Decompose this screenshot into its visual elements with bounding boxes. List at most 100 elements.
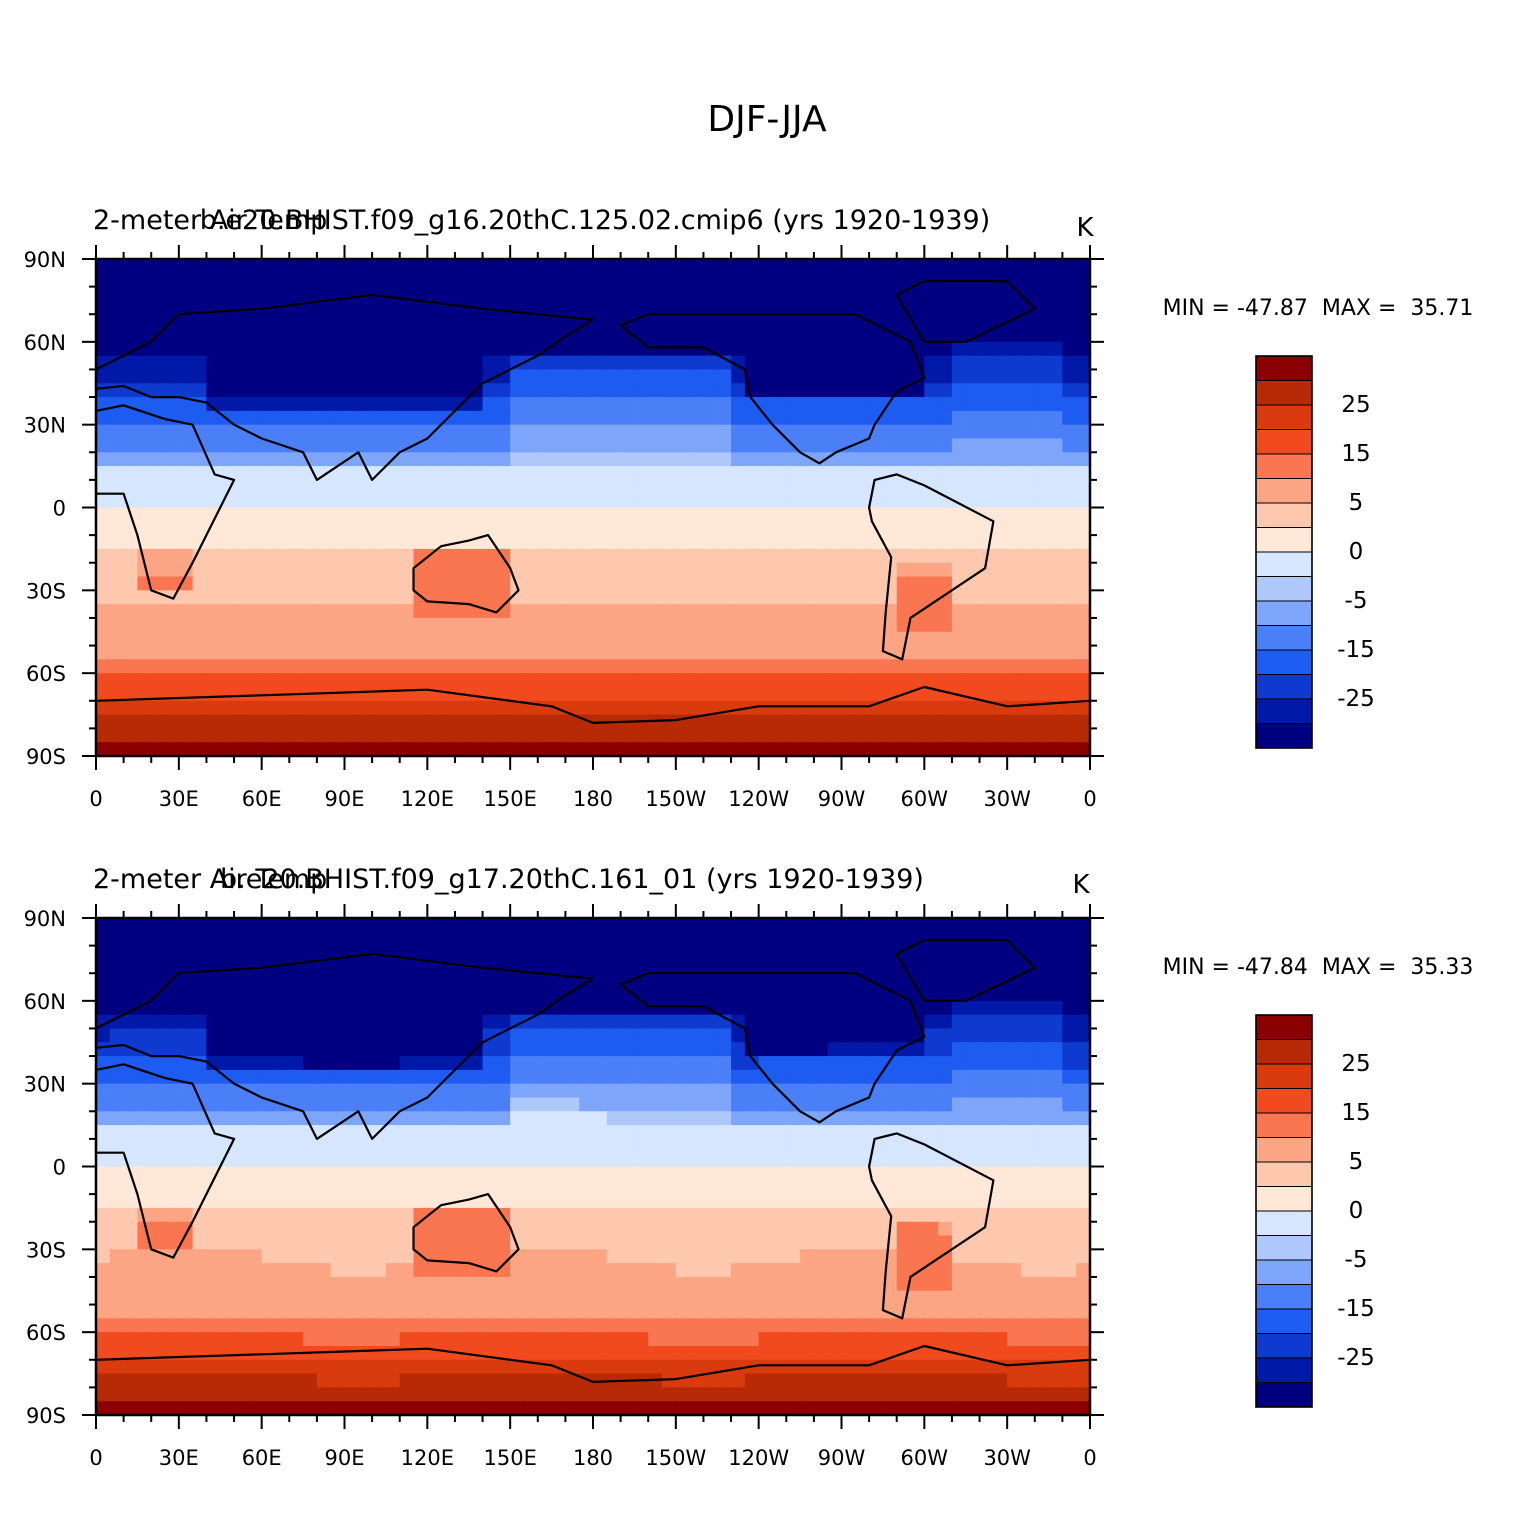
contour-cell — [344, 973, 359, 988]
contour-cell — [786, 369, 801, 384]
contour-cell — [427, 1332, 442, 1347]
contour-cell — [482, 1276, 497, 1292]
contour-cell — [786, 973, 801, 988]
contour-cell — [413, 493, 428, 509]
contour-cell — [96, 1194, 111, 1209]
contour-cell — [1007, 1028, 1022, 1043]
contour-cell — [482, 507, 497, 522]
contour-cell — [330, 562, 346, 578]
contour-cell — [896, 355, 912, 371]
lon-tick-label: 90E — [325, 787, 365, 811]
contour-cell — [813, 1042, 829, 1057]
contour-cell — [427, 1152, 442, 1168]
contour-cell — [800, 1152, 815, 1168]
contour-cell — [372, 1304, 387, 1319]
contour-cell — [427, 438, 442, 453]
contour-cell — [551, 548, 566, 564]
contour-cell — [372, 1028, 387, 1043]
contour-cell — [938, 1083, 953, 1099]
contour-cell — [289, 1290, 304, 1306]
contour-cell — [648, 1180, 663, 1195]
contour-cell — [882, 507, 898, 522]
contour-cell — [606, 1125, 622, 1140]
contour-cell — [662, 383, 677, 398]
contour-cell — [537, 959, 553, 974]
contour-cell — [303, 659, 318, 674]
contour-cell — [289, 1221, 304, 1237]
contour-cell — [399, 714, 415, 729]
contour-cell — [1076, 1056, 1091, 1071]
contour-cell — [109, 1180, 125, 1195]
contour-cell — [855, 355, 870, 371]
contour-cell — [910, 493, 925, 509]
contour-cell — [565, 1290, 580, 1306]
contour-cell — [454, 1111, 470, 1126]
contour-cell — [786, 1111, 801, 1126]
contour-cell — [220, 1083, 235, 1099]
contour-cell — [413, 507, 428, 522]
contour-cell — [565, 341, 580, 357]
contour-cell — [1062, 645, 1077, 660]
contour-cell — [551, 410, 566, 426]
contour-cell — [606, 438, 622, 453]
contour-cell — [1034, 576, 1050, 591]
contour-cell — [316, 259, 332, 274]
contour-cell — [510, 686, 525, 702]
contour-cell — [454, 1276, 470, 1292]
contour-cell — [731, 714, 746, 729]
contour-cell — [385, 1221, 401, 1237]
contour-cell — [896, 1138, 912, 1154]
contour-cell — [965, 1194, 981, 1209]
contour-cell — [606, 1152, 622, 1168]
contour-cell — [979, 1111, 994, 1126]
contour-cell — [289, 1235, 304, 1250]
contour-cell — [330, 686, 346, 702]
contour-cell — [979, 259, 994, 274]
contour-cell — [869, 1304, 884, 1319]
contour-cell — [689, 1276, 705, 1292]
contour-cell — [358, 383, 373, 398]
contour-cell — [96, 438, 111, 453]
contour-cell — [261, 1166, 277, 1181]
contour-cell — [247, 576, 263, 591]
contour-cell — [744, 590, 760, 605]
contour-cell — [1048, 1152, 1063, 1168]
contour-cell — [965, 631, 981, 647]
contour-cell — [96, 931, 111, 947]
contour-cell — [96, 686, 111, 702]
contour-cell — [855, 1207, 870, 1223]
contour-cell — [1020, 1194, 1036, 1209]
contour-cell — [151, 1194, 166, 1209]
contour-cell — [234, 700, 249, 716]
contour-cell — [385, 535, 401, 550]
contour-cell — [289, 1083, 304, 1099]
contour-cell — [1048, 452, 1063, 467]
contour-cell — [855, 314, 870, 329]
contour-cell — [289, 1304, 304, 1319]
contour-cell — [1048, 259, 1063, 274]
contour-cell — [427, 1000, 442, 1016]
contour-cell — [827, 438, 843, 453]
contour-cell — [123, 1028, 139, 1043]
contour-cell — [606, 1042, 622, 1057]
contour-cell — [151, 521, 166, 536]
contour-cell — [634, 383, 649, 398]
contour-cell — [717, 410, 732, 426]
contour-cell — [96, 341, 111, 357]
contour-cell — [247, 918, 263, 933]
contour-cell — [675, 369, 691, 384]
contour-cell — [151, 945, 166, 961]
contour-cell — [717, 272, 732, 288]
contour-cell — [178, 959, 194, 974]
contour-cell — [482, 987, 497, 1002]
contour-cell — [827, 466, 843, 481]
contour-cell — [1076, 562, 1091, 578]
contour-cell — [303, 562, 318, 578]
contour-cell — [800, 369, 815, 384]
contour-cell — [482, 438, 497, 453]
contour-cell — [882, 300, 898, 315]
contour-cell — [675, 1014, 691, 1030]
panel-bottom-min-max: MIN = -47.84 MAX = 35.33 — [1163, 955, 1474, 980]
contour-cell — [689, 452, 705, 467]
contour-cell — [1048, 645, 1063, 660]
